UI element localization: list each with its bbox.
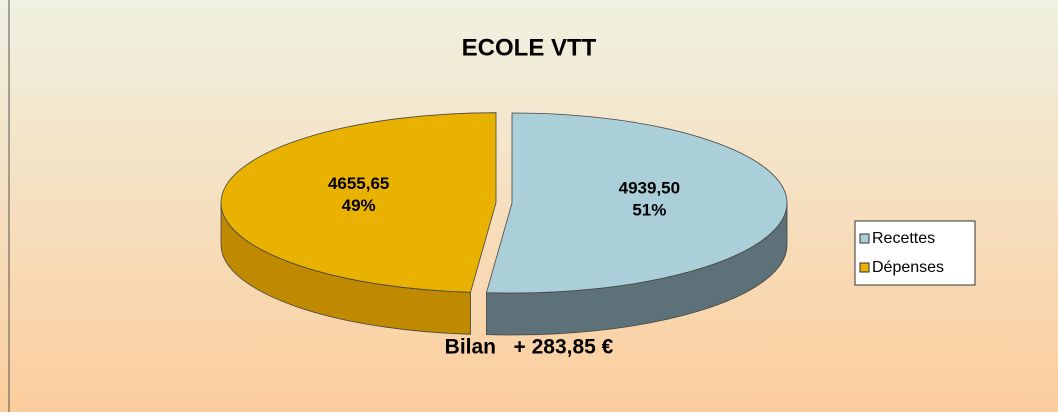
value-label: 4655,65: [328, 174, 389, 193]
legend-swatch: [859, 262, 870, 273]
legend-label: Recettes: [872, 230, 935, 247]
slice: [485, 112, 788, 294]
legend: [854, 220, 976, 286]
annotation: Bilan + 283,85 €: [445, 336, 614, 359]
chart-title: ECOLE VTT: [462, 34, 597, 61]
value-label: 4939,50: [619, 179, 680, 198]
percent-label: 49%: [342, 196, 376, 215]
legend-swatch: [859, 233, 870, 244]
legend-label: Dépenses: [872, 259, 944, 276]
slice: [220, 112, 497, 293]
percent-label: 51%: [632, 201, 666, 220]
